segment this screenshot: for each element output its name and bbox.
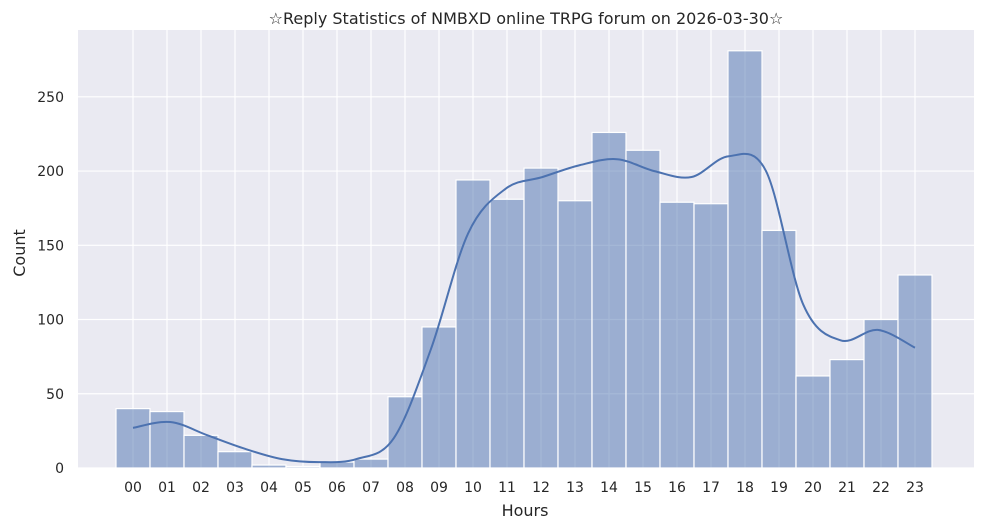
bar-hour-14 xyxy=(591,131,627,469)
kde-layer xyxy=(132,152,916,464)
bar-hour-12 xyxy=(523,167,559,469)
bar-hour-02 xyxy=(183,434,219,469)
bar-hour-10 xyxy=(455,179,491,469)
bar-hour-17 xyxy=(693,203,729,469)
bar-hour-23 xyxy=(897,274,933,469)
x-tick-label: 02 xyxy=(192,480,210,496)
x-tick-label: 20 xyxy=(804,480,822,496)
bar-hour-09 xyxy=(421,326,457,469)
x-tick-label: 07 xyxy=(362,480,380,496)
x-tick-label: 10 xyxy=(464,480,482,496)
y-tick-label: 0 xyxy=(55,461,64,477)
bar-hour-19 xyxy=(761,229,797,469)
y-tick-label: 100 xyxy=(37,313,64,329)
bar-hour-21 xyxy=(829,359,865,469)
x-tick-label: 17 xyxy=(702,480,720,496)
x-tick-label: 19 xyxy=(770,480,788,496)
y-tick-label: 250 xyxy=(37,90,64,106)
bar-hour-04 xyxy=(251,464,287,469)
bar-layer xyxy=(115,50,933,469)
y-tick-label: 200 xyxy=(37,164,64,180)
y-tick-labels: 0 50 100 150 200 250 xyxy=(37,90,64,477)
bar-hour-03 xyxy=(217,451,253,469)
x-tick-label: 14 xyxy=(600,480,618,496)
bar-hour-05 xyxy=(285,465,321,469)
y-axis-label: Count xyxy=(10,229,29,277)
x-tick-label: 22 xyxy=(872,480,890,496)
y-tick-label: 150 xyxy=(37,238,64,254)
bar-hour-22 xyxy=(863,318,899,469)
bar-hour-18 xyxy=(727,50,763,469)
x-tick-label: 15 xyxy=(634,480,652,496)
kde-curve xyxy=(132,152,916,464)
bar-hour-11 xyxy=(489,198,525,469)
bar-hour-01 xyxy=(149,410,185,469)
x-tick-label: 09 xyxy=(430,480,448,496)
x-tick-label: 21 xyxy=(838,480,856,496)
x-axis-label: Hours xyxy=(502,501,549,520)
x-tick-label: 03 xyxy=(226,480,244,496)
x-tick-label: 12 xyxy=(532,480,550,496)
bar-hour-08 xyxy=(387,396,423,469)
bar-hour-07 xyxy=(353,458,389,469)
x-tick-label: 23 xyxy=(906,480,924,496)
x-tick-label: 16 xyxy=(668,480,686,496)
bar-hour-16 xyxy=(659,201,695,469)
x-tick-label: 13 xyxy=(566,480,584,496)
x-tick-label: 01 xyxy=(158,480,176,496)
bar-hour-13 xyxy=(557,200,593,469)
x-tick-label: 08 xyxy=(396,480,414,496)
chart-title: ☆Reply Statistics of NMBXD online TRPG f… xyxy=(269,9,784,28)
x-tick-labels: 00 01 02 03 04 05 06 07 08 09 10 11 12 13 14 15 16 17 18 19… xyxy=(124,480,924,496)
x-tick-label: 00 xyxy=(124,480,142,496)
x-tick-label: 04 xyxy=(260,480,278,496)
bar-hour-15 xyxy=(625,149,661,469)
x-tick-label: 11 xyxy=(498,480,516,496)
x-tick-label: 05 xyxy=(294,480,312,496)
bar-hour-20 xyxy=(795,375,831,469)
y-tick-label: 50 xyxy=(46,387,64,403)
bar-hour-00 xyxy=(115,408,151,469)
x-tick-label: 18 xyxy=(736,480,754,496)
x-tick-label: 06 xyxy=(328,480,346,496)
